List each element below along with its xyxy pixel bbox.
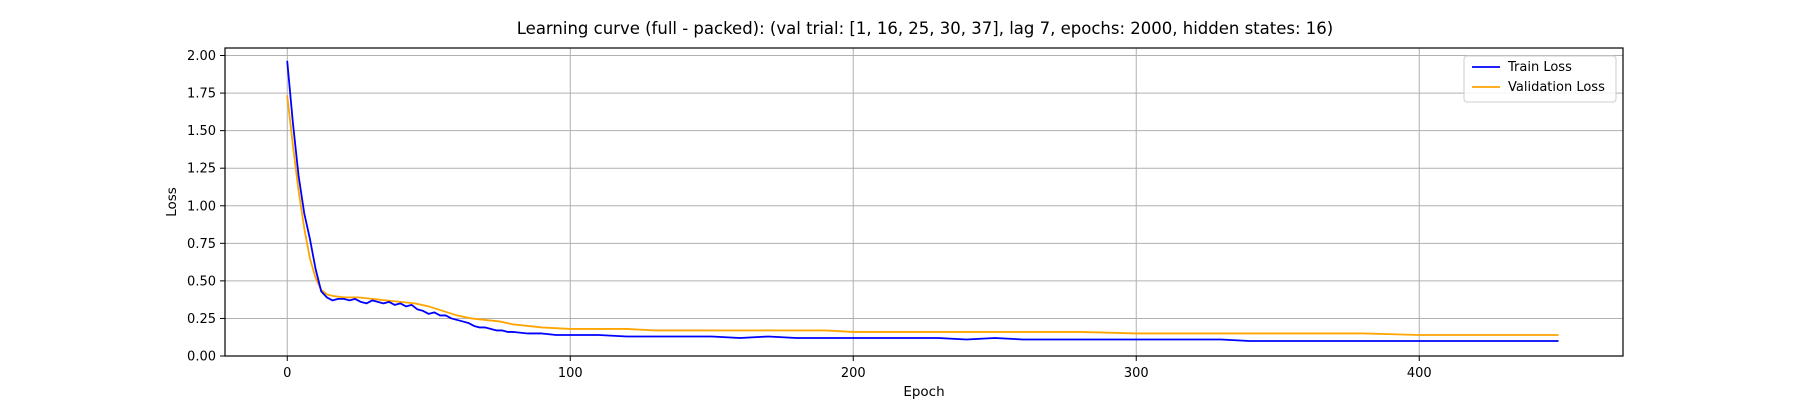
axis-ticks: 0 100 200 300 400 0.00 0.25 0.50 0.75 1.00 1.25 1.5…: [187, 49, 1432, 381]
y-tick-label: 1.00: [187, 199, 216, 214]
legend: Train Loss Validation Loss: [1463, 55, 1617, 103]
x-tick-label: 300: [1124, 366, 1149, 381]
y-tick-label: 0.75: [187, 237, 216, 252]
y-tick-label: 0.00: [187, 350, 216, 365]
y-tick-label: 2.00: [187, 49, 216, 64]
legend-box: [1463, 55, 1617, 103]
chart-title: Learning curve (full - packed): (val tri…: [517, 19, 1333, 38]
train-loss-line: [286, 60, 1559, 342]
series-lines: [286, 60, 1559, 342]
legend-label-validation-loss: Validation Loss: [1508, 80, 1605, 95]
plot-frame: [224, 47, 1624, 357]
y-tick-label: 1.25: [187, 162, 216, 177]
x-tick-label: 0: [283, 366, 291, 381]
y-tick-label: 1.50: [187, 124, 216, 139]
legend-label-train-loss: Train Loss: [1507, 60, 1572, 75]
x-tick-label: 100: [558, 366, 583, 381]
x-tick-label: 400: [1407, 366, 1432, 381]
grid-lines: [225, 48, 1623, 357]
validation-loss-line: [286, 95, 1559, 336]
x-axis-label: Epoch: [903, 384, 944, 400]
y-tick-label: 0.50: [187, 274, 216, 289]
x-tick-label: 200: [841, 366, 866, 381]
y-axis-label: Loss: [164, 187, 180, 217]
y-tick-label: 1.75: [187, 87, 216, 102]
y-tick-label: 0.25: [187, 312, 216, 327]
